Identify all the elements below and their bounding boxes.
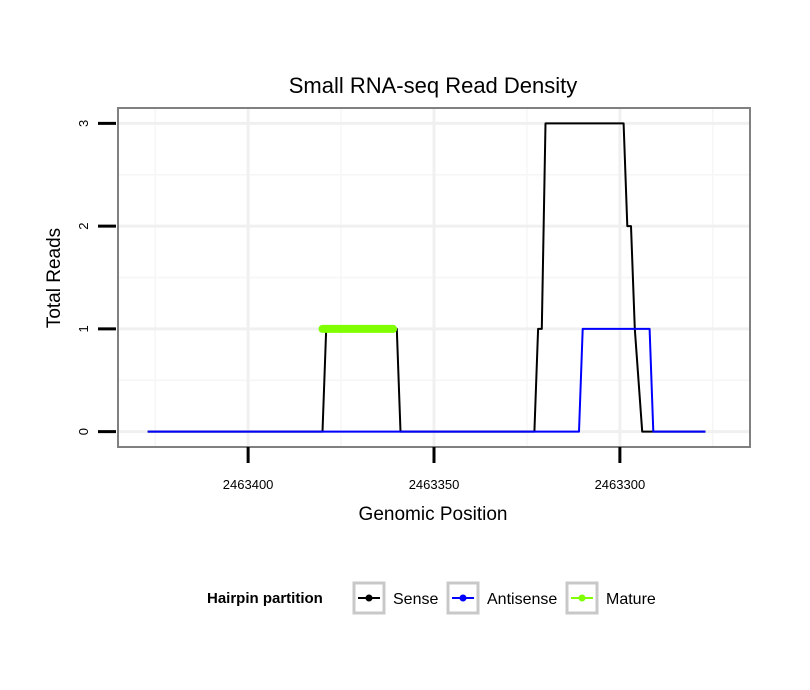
y-tick-label: 3 bbox=[76, 120, 91, 127]
x-tick-label: 2463350 bbox=[409, 477, 460, 492]
legend-item-antisense: Antisense bbox=[446, 581, 557, 615]
legend-label-sense: Sense bbox=[393, 591, 438, 608]
legend: Hairpin partition Sense Antisense Mature bbox=[207, 581, 656, 615]
legend-label-mature: Mature bbox=[606, 591, 656, 608]
x-axis-label: Genomic Position bbox=[359, 504, 508, 525]
y-tick-label: 1 bbox=[76, 325, 91, 332]
legend-label-antisense: Antisense bbox=[487, 591, 557, 608]
legend-item-mature: Mature bbox=[565, 581, 656, 615]
series-line-antisense bbox=[147, 327, 706, 433]
y-tick-label: 2 bbox=[76, 223, 91, 230]
legend-key-point-sense bbox=[365, 594, 373, 602]
legend-title: Hairpin partition bbox=[207, 590, 323, 607]
y-axis-label: Total Reads bbox=[44, 228, 65, 328]
axis-ticks: 2463400 2463350 2463300 0 1 2 3 bbox=[76, 120, 645, 492]
x-tick-label: 2463400 bbox=[223, 477, 274, 492]
y-tick-label: 0 bbox=[76, 428, 91, 435]
legend-key-point-mature bbox=[578, 594, 586, 602]
chart-title: Small RNA-seq Read Density bbox=[289, 73, 578, 98]
legend-item-sense: Sense bbox=[352, 581, 438, 615]
x-tick-label: 2463300 bbox=[595, 477, 646, 492]
legend-key-point-antisense bbox=[459, 594, 467, 602]
series-lines bbox=[147, 122, 706, 433]
